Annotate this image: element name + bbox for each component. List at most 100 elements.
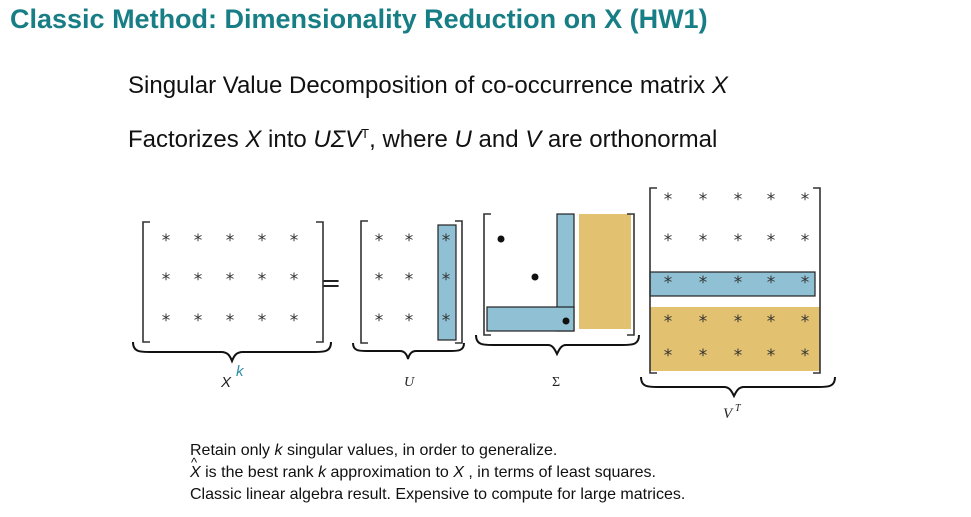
vt-bracket-right	[813, 187, 821, 374]
diagram-labels: X k U Σ V T	[220, 363, 742, 422]
fact-mid: into	[261, 126, 314, 153]
x-entry: *	[290, 311, 299, 331]
vt-entry: *	[734, 190, 743, 210]
note-3: Classic linear algebra result. Expensive…	[190, 486, 686, 503]
vt-entry: *	[664, 312, 673, 332]
u-entry: *	[375, 311, 384, 331]
x-entry: *	[162, 311, 171, 331]
x-bracket-left	[142, 221, 150, 343]
u-entry: *	[442, 231, 451, 251]
x-entry: *	[194, 231, 203, 251]
note-2-mid: is the best rank	[200, 464, 319, 481]
fact-formula: UΣV	[313, 126, 362, 153]
u-entry: *	[375, 270, 384, 290]
vt-entry: *	[664, 231, 673, 251]
fact-suffix: are orthonormal	[541, 126, 718, 153]
sigma-truncated-region	[579, 214, 631, 329]
x-bracket-right	[316, 221, 324, 343]
fact-after: , where	[369, 126, 455, 153]
sigma-dot	[531, 273, 539, 281]
u-entry: *	[442, 270, 451, 290]
note-2-x: X	[453, 464, 464, 481]
vt-entry: *	[801, 346, 810, 366]
fact-prefix: Factorizes	[128, 126, 246, 153]
x-entry: *	[194, 270, 203, 290]
fact-formula-sup: T	[361, 126, 370, 141]
var-x: X	[711, 72, 728, 99]
x-entry: *	[162, 231, 171, 251]
u-entry: *	[405, 311, 414, 331]
slide-title: Classic Method: Dimensionality Reduction…	[10, 4, 708, 34]
note-1-post: singular values, in order to generalize.	[282, 442, 558, 459]
sigma-dot	[497, 235, 505, 243]
vt-truncated-region	[650, 307, 820, 371]
u-entry: *	[405, 270, 414, 290]
note-1: Retain only k singular values, in order …	[190, 440, 685, 462]
matrix-entries: * * * * * * * * * * * * * * * * * * * * * * * * * * * * * * * * * * * * * * * *…	[162, 190, 810, 366]
vt-entry: *	[767, 190, 776, 210]
sigma-dot	[562, 317, 570, 325]
factorization-description: Factorizes X into UΣVT, where U and V ar…	[128, 126, 717, 154]
vt-entry: *	[699, 346, 708, 366]
vt-row-highlight	[649, 271, 816, 297]
label-sigma: Σ	[552, 375, 560, 390]
vt-entry: *	[801, 273, 810, 293]
vt-underbrace	[640, 376, 836, 399]
vt-entry: *	[699, 231, 708, 251]
note-2-mid2: approximation to	[326, 464, 454, 481]
matrix-brackets	[142, 187, 821, 374]
vt-entry: *	[699, 312, 708, 332]
sigma-bracket-left	[483, 213, 491, 336]
u-entry: *	[442, 311, 451, 331]
u-entry: *	[375, 231, 384, 251]
vt-entry: *	[801, 231, 810, 251]
vt-entry: *	[734, 231, 743, 251]
label-x-sup-k: k	[236, 363, 245, 380]
fact-and: and	[471, 126, 526, 153]
note-2: X is the best rank k approximation to X …	[190, 452, 685, 484]
x-entry: *	[290, 231, 299, 251]
x-entry: *	[226, 270, 235, 290]
u-column-highlight	[437, 224, 457, 341]
x-entry: *	[226, 231, 235, 251]
vt-entry: *	[767, 346, 776, 366]
vt-entry: *	[734, 346, 743, 366]
notes: Retain only k singular values, in order …	[190, 440, 685, 506]
u-bracket-left	[360, 220, 368, 344]
note-1-pre: Retain only	[190, 442, 275, 459]
label-x: X	[220, 374, 232, 391]
fact-var-u: U	[454, 126, 472, 153]
x-entry: *	[162, 270, 171, 290]
vt-entry: *	[664, 346, 673, 366]
note-2-xhat: X	[190, 452, 201, 484]
vt-entry: *	[734, 312, 743, 332]
equals-sign: =	[321, 269, 341, 297]
x-entry: *	[258, 270, 267, 290]
note-2-k: k	[318, 464, 327, 481]
vt-entry: *	[664, 190, 673, 210]
x-entry: *	[258, 311, 267, 331]
sigma-bracket-right	[627, 213, 635, 336]
sigma-underbrace	[475, 334, 640, 357]
fact-var-v: V	[525, 126, 542, 153]
vt-entry: *	[801, 312, 810, 332]
vt-entry: *	[767, 312, 776, 332]
vt-bracket-left	[649, 187, 657, 374]
u-underbrace	[352, 342, 465, 360]
svd-description: Singular Value Decomposition of co-occur…	[128, 72, 728, 100]
x-underbrace	[132, 341, 332, 364]
vt-entry: *	[699, 190, 708, 210]
note-2-post: , in terms of least squares.	[463, 464, 656, 481]
vt-entry: *	[767, 273, 776, 293]
x-entry: *	[290, 270, 299, 290]
vt-entry: *	[699, 273, 708, 293]
label-u: U	[404, 375, 415, 390]
u-bracket-right	[455, 220, 463, 344]
x-entry: *	[194, 311, 203, 331]
label-vt-sup: T	[735, 403, 742, 414]
vt-entry: *	[801, 190, 810, 210]
fact-var-x: X	[245, 126, 262, 153]
vt-entry: *	[734, 273, 743, 293]
vt-entry: *	[767, 231, 776, 251]
